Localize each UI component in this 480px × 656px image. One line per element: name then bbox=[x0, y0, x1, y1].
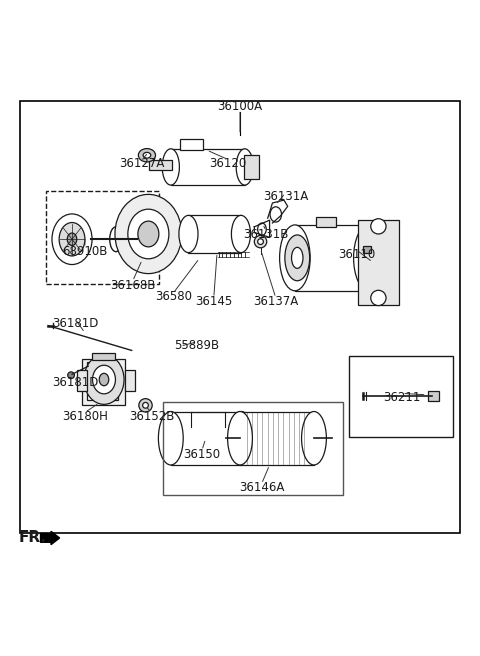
Ellipse shape bbox=[258, 239, 264, 245]
Ellipse shape bbox=[138, 148, 156, 162]
Text: 36131B: 36131B bbox=[243, 228, 289, 241]
Ellipse shape bbox=[93, 365, 116, 394]
Text: 36181D: 36181D bbox=[52, 317, 98, 330]
Ellipse shape bbox=[285, 235, 310, 281]
Text: FR.: FR. bbox=[18, 531, 47, 546]
Ellipse shape bbox=[139, 399, 152, 412]
Text: 36120: 36120 bbox=[209, 157, 247, 170]
Ellipse shape bbox=[354, 225, 384, 291]
Ellipse shape bbox=[280, 225, 310, 291]
Text: 36137A: 36137A bbox=[253, 295, 299, 308]
Text: 36152B: 36152B bbox=[129, 410, 174, 422]
Bar bbox=[349, 356, 453, 437]
Bar bbox=[87, 362, 118, 400]
Text: 36580: 36580 bbox=[155, 291, 192, 304]
FancyArrow shape bbox=[40, 531, 60, 544]
Ellipse shape bbox=[115, 194, 182, 274]
Ellipse shape bbox=[84, 355, 124, 404]
Bar bbox=[428, 391, 439, 401]
Bar bbox=[46, 191, 159, 284]
Bar bbox=[82, 359, 124, 405]
Ellipse shape bbox=[52, 214, 92, 264]
Bar bbox=[92, 354, 115, 360]
Bar bbox=[295, 225, 369, 291]
Ellipse shape bbox=[228, 411, 252, 465]
Bar bbox=[189, 215, 241, 253]
Text: 36150: 36150 bbox=[183, 448, 220, 461]
Ellipse shape bbox=[270, 207, 281, 222]
Ellipse shape bbox=[229, 411, 254, 465]
Ellipse shape bbox=[371, 218, 386, 234]
Ellipse shape bbox=[68, 372, 74, 379]
Text: 36168B: 36168B bbox=[110, 279, 156, 291]
Bar bbox=[363, 246, 371, 253]
Bar bbox=[316, 217, 336, 227]
Ellipse shape bbox=[291, 247, 303, 268]
Text: 68910B: 68910B bbox=[62, 245, 108, 258]
Ellipse shape bbox=[258, 223, 266, 236]
Bar bbox=[77, 369, 87, 391]
Bar bbox=[359, 220, 399, 305]
Ellipse shape bbox=[143, 152, 151, 158]
Bar bbox=[171, 411, 241, 465]
Ellipse shape bbox=[59, 222, 85, 256]
Text: 36110: 36110 bbox=[338, 247, 375, 260]
Text: 36180H: 36180H bbox=[62, 410, 108, 422]
Bar bbox=[149, 160, 172, 169]
Text: 55889B: 55889B bbox=[175, 339, 220, 352]
Ellipse shape bbox=[179, 215, 198, 253]
Ellipse shape bbox=[231, 215, 251, 253]
Text: 36131A: 36131A bbox=[263, 190, 308, 203]
Text: 36211: 36211 bbox=[384, 391, 421, 403]
Text: 36100A: 36100A bbox=[217, 100, 263, 113]
Ellipse shape bbox=[254, 236, 267, 248]
Bar bbox=[180, 140, 203, 150]
Ellipse shape bbox=[128, 209, 169, 259]
Bar bbox=[171, 149, 245, 185]
Bar bbox=[240, 411, 314, 465]
Ellipse shape bbox=[99, 373, 109, 386]
Ellipse shape bbox=[158, 411, 183, 465]
Bar bbox=[124, 369, 135, 391]
Text: 36181D: 36181D bbox=[52, 377, 98, 390]
Ellipse shape bbox=[138, 221, 159, 247]
Ellipse shape bbox=[371, 291, 386, 306]
Ellipse shape bbox=[143, 402, 148, 408]
Bar bbox=[244, 155, 259, 178]
Ellipse shape bbox=[162, 149, 180, 185]
Bar bbox=[163, 402, 343, 495]
Ellipse shape bbox=[236, 149, 253, 185]
Ellipse shape bbox=[67, 233, 77, 245]
Text: 36145: 36145 bbox=[195, 295, 232, 308]
Text: 36146A: 36146A bbox=[239, 482, 284, 495]
Ellipse shape bbox=[301, 411, 326, 465]
Text: 36127A: 36127A bbox=[120, 157, 165, 170]
